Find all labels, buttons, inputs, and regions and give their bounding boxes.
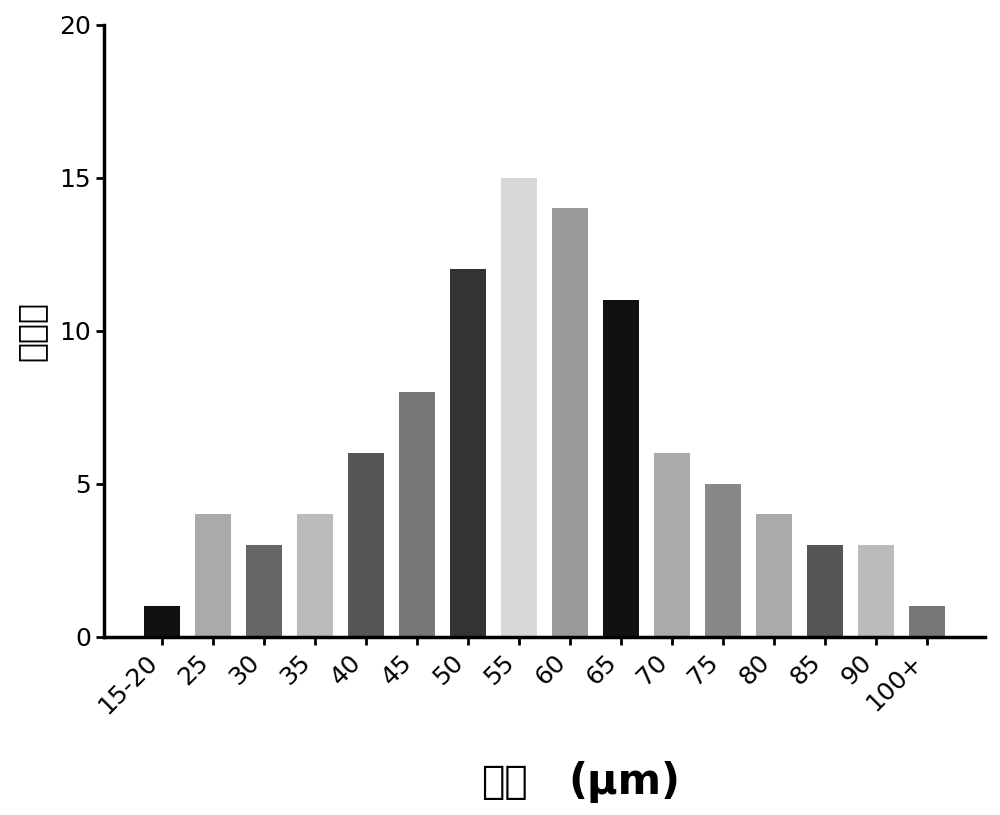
Bar: [246, 545, 282, 637]
Bar: [654, 453, 690, 637]
Bar: [297, 514, 333, 637]
Bar: [144, 606, 180, 637]
Y-axis label: 百分比: 百分比: [15, 301, 48, 361]
Bar: [348, 453, 384, 637]
Bar: [858, 545, 894, 637]
Bar: [399, 392, 435, 637]
Bar: [909, 606, 945, 637]
Bar: [450, 270, 486, 637]
Text: 粒径: 粒径: [481, 764, 528, 801]
Bar: [195, 514, 231, 637]
Bar: [501, 178, 537, 637]
Text: (μm): (μm): [569, 761, 681, 804]
Bar: [807, 545, 843, 637]
Bar: [705, 484, 741, 637]
Bar: [756, 514, 792, 637]
Bar: [603, 300, 639, 637]
Bar: [552, 209, 588, 637]
